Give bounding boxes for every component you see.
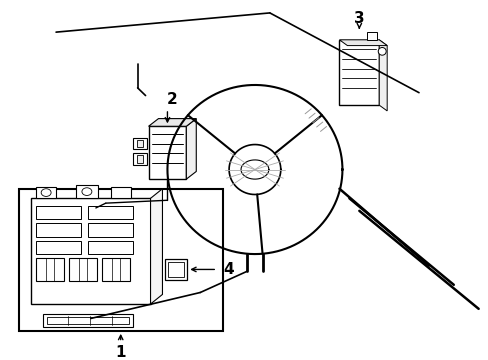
Bar bbox=[339, 40, 379, 105]
Bar bbox=[36, 258, 64, 281]
Polygon shape bbox=[150, 189, 162, 304]
Text: 1: 1 bbox=[115, 345, 126, 360]
Bar bbox=[36, 223, 81, 237]
Bar bbox=[111, 187, 130, 198]
Bar bbox=[36, 187, 56, 198]
Bar bbox=[132, 153, 146, 165]
Bar bbox=[36, 206, 81, 220]
Bar bbox=[132, 138, 146, 149]
Bar bbox=[102, 258, 129, 281]
Bar bbox=[136, 140, 142, 148]
Bar bbox=[88, 223, 132, 237]
Bar bbox=[366, 32, 376, 40]
Bar bbox=[76, 185, 98, 198]
Bar bbox=[31, 198, 150, 304]
Text: 2: 2 bbox=[167, 92, 178, 107]
Text: 4: 4 bbox=[224, 262, 234, 277]
Bar bbox=[136, 155, 142, 163]
Polygon shape bbox=[379, 40, 386, 111]
Bar bbox=[148, 126, 186, 179]
Bar bbox=[165, 259, 187, 280]
Ellipse shape bbox=[82, 188, 92, 195]
Bar bbox=[19, 189, 223, 331]
Text: 3: 3 bbox=[353, 11, 364, 26]
Bar bbox=[88, 240, 132, 254]
Polygon shape bbox=[186, 118, 196, 179]
Bar bbox=[47, 316, 128, 324]
Bar bbox=[88, 206, 132, 220]
Bar bbox=[168, 262, 184, 277]
Ellipse shape bbox=[41, 189, 51, 197]
Polygon shape bbox=[339, 40, 386, 46]
Bar bbox=[69, 258, 97, 281]
Polygon shape bbox=[148, 118, 196, 126]
Bar bbox=[43, 314, 132, 327]
Ellipse shape bbox=[377, 48, 386, 55]
Bar bbox=[36, 240, 81, 254]
